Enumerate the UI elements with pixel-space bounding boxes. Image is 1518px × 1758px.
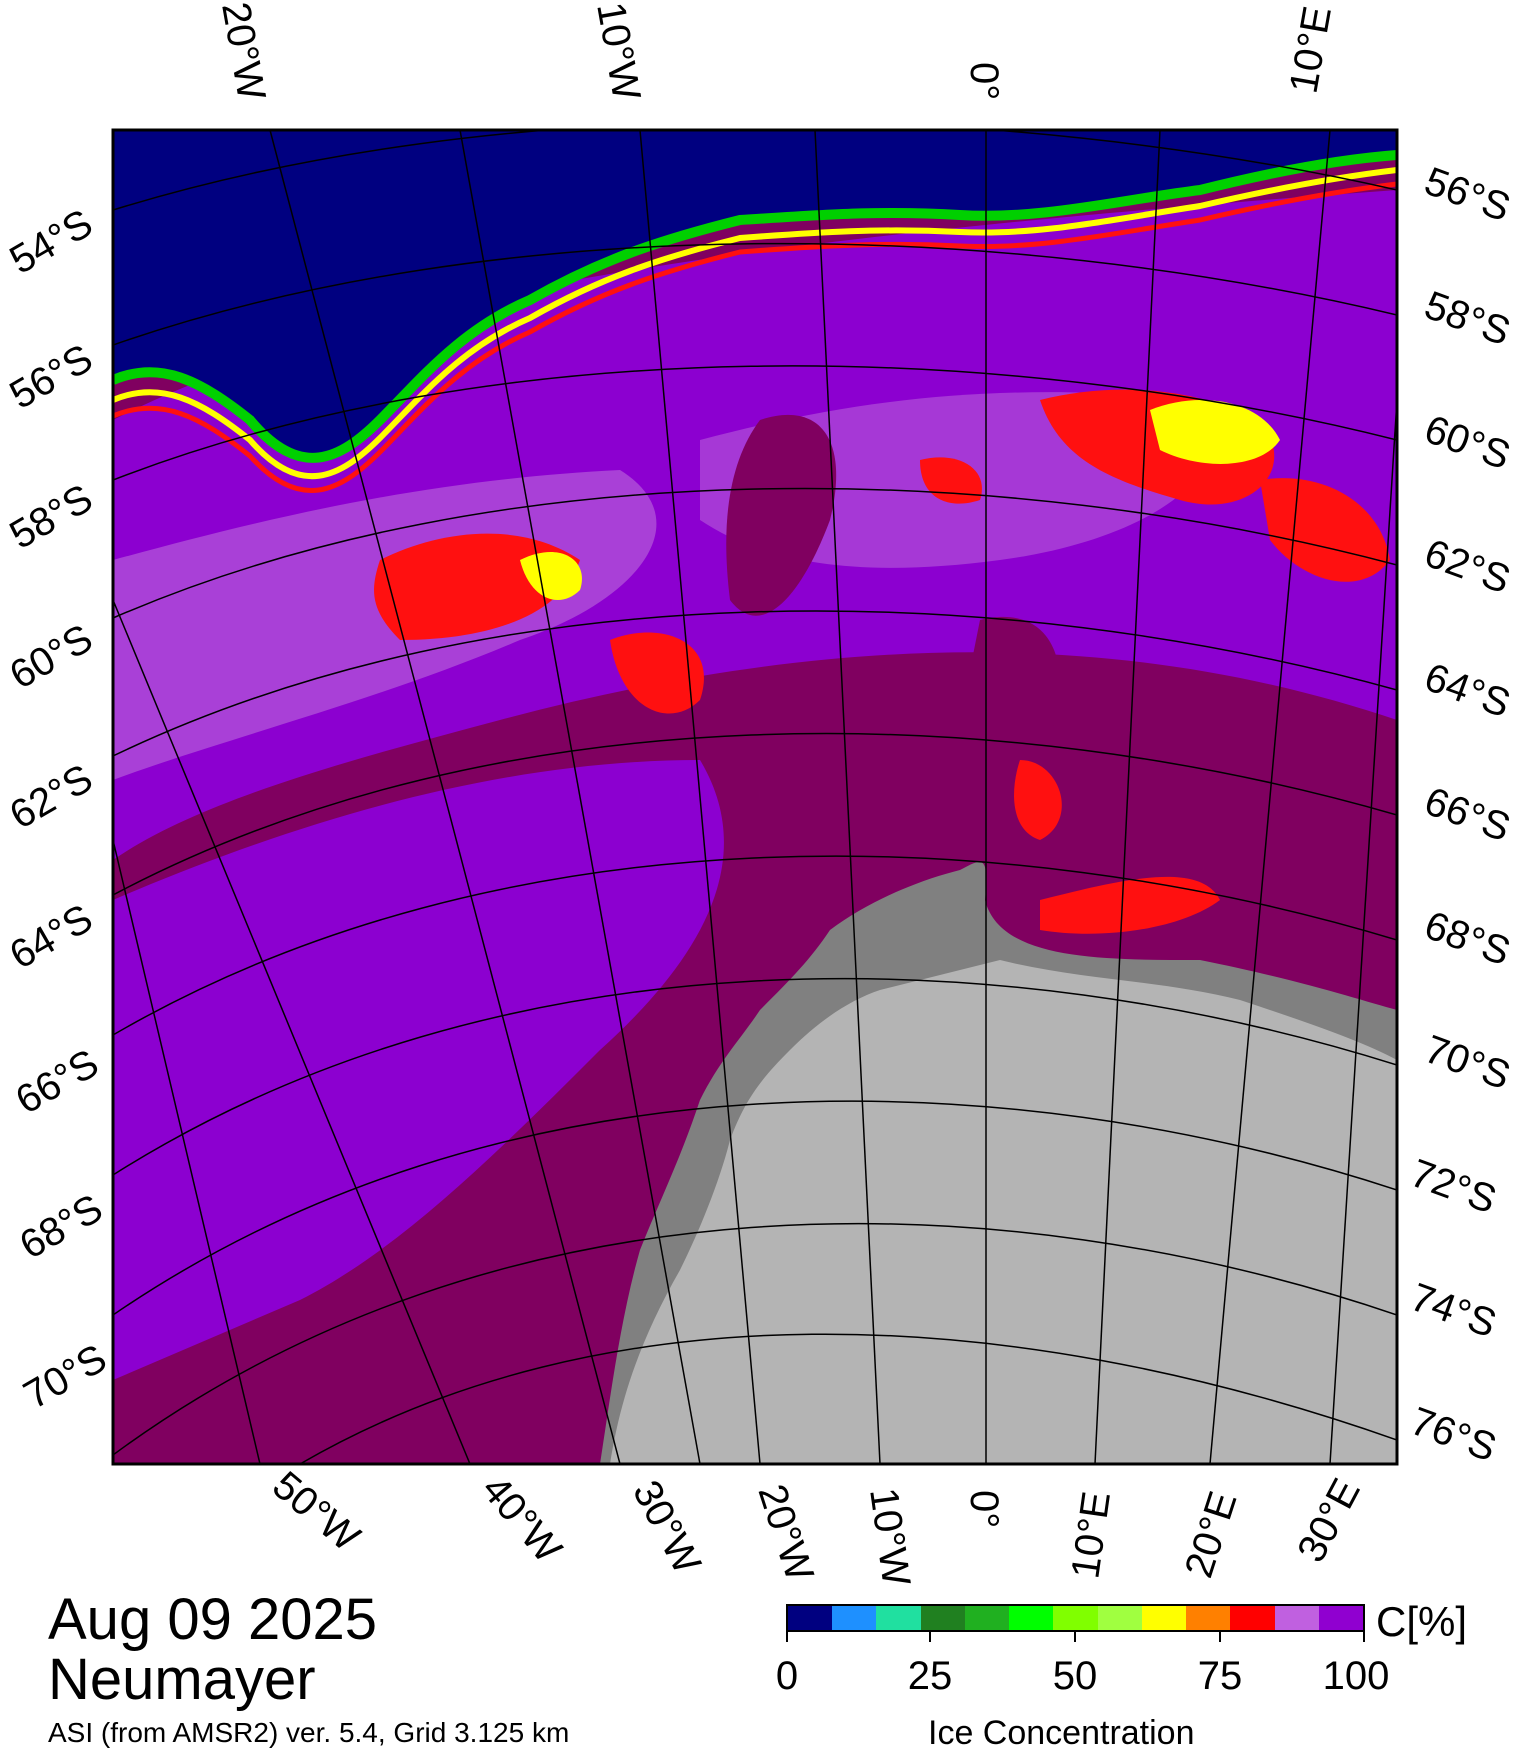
- colorbar-segment: [876, 1606, 921, 1630]
- left-lat-label: 68°S: [13, 1186, 110, 1268]
- ice-edge-red: [113, 181, 1397, 494]
- latitude-graticule: [113, 130, 1397, 1464]
- colorbar-tick: [786, 1632, 788, 1642]
- colorbar-tick-label: 100: [1322, 1654, 1390, 1698]
- colorbar-tick-label: 25: [907, 1654, 953, 1698]
- longitude-graticule: [113, 130, 1397, 1464]
- left-lat-label: 56°S: [3, 336, 100, 418]
- colorbar-tick: [1363, 1632, 1365, 1642]
- station-name: Neumayer: [48, 1647, 316, 1712]
- right-lat-label: 70°S: [1419, 1027, 1516, 1098]
- top-lon-label: 10°W: [588, 0, 648, 104]
- right-lat-label: 68°S: [1419, 903, 1516, 974]
- bottom-lon-label: 10°W: [861, 1485, 918, 1589]
- colorbar-segment: [1274, 1606, 1319, 1630]
- ice-edge-green: [113, 150, 1397, 463]
- left-lat-label: 60°S: [3, 616, 100, 698]
- right-lat-label: 72°S: [1405, 1151, 1502, 1222]
- map-frame: [111, 128, 1399, 1466]
- colorbar-unit: C[%]: [1376, 1598, 1468, 1645]
- colorbar-segment: [788, 1606, 833, 1630]
- colorbar-tick: [929, 1632, 931, 1642]
- ice-red-feature-2: [1260, 478, 1390, 582]
- top-lon-label: 10°E: [1282, 3, 1340, 96]
- colorbar-tick-label: 0: [775, 1654, 799, 1698]
- bottom-lon-label: 30°E: [1289, 1472, 1369, 1570]
- colorbar-tick: [1074, 1632, 1076, 1642]
- colorbar-segment: [1009, 1606, 1054, 1630]
- left-lat-label: 58°S: [3, 476, 100, 558]
- left-lat-label: 62°S: [3, 756, 100, 838]
- colorbar-tick-label: 50: [1052, 1654, 1098, 1698]
- colorbar-segment: [1097, 1606, 1142, 1630]
- left-lat-label: 64°S: [3, 896, 100, 978]
- right-lat-label: 64°S: [1419, 655, 1516, 726]
- left-lat-label: 66°S: [9, 1041, 106, 1123]
- colorbar-segment: [1318, 1606, 1364, 1630]
- bottom-lon-label: 0°: [962, 1490, 1006, 1528]
- bottom-lon-label: 40°W: [473, 1468, 570, 1572]
- colorbar-segment: [1186, 1606, 1231, 1630]
- bottom-lon-label: 20°E: [1177, 1486, 1246, 1583]
- top-lon-label: 0°: [962, 62, 1006, 100]
- colorbar-segment: [964, 1606, 1010, 1630]
- right-lat-label: 56°S: [1419, 159, 1516, 230]
- data-source: ASI (from AMSR2) ver. 5.4, Grid 3.125 km: [48, 1717, 570, 1748]
- ice-edge-yellow: [113, 167, 1397, 480]
- top-lon-label: 20°W: [213, 0, 273, 104]
- right-lat-label: 58°S: [1419, 283, 1516, 354]
- colorbar-tick: [1219, 1632, 1221, 1642]
- colorbar-segment: [920, 1606, 965, 1630]
- bottom-lon-label: 20°W: [749, 1479, 821, 1586]
- right-lat-label: 60°S: [1419, 407, 1516, 478]
- colorbar-title: Ice Concentration: [928, 1714, 1195, 1752]
- right-lat-label: 62°S: [1419, 531, 1516, 602]
- ice-yellow-feature: [1150, 400, 1280, 464]
- colorbar-tick-label: 75: [1197, 1654, 1243, 1698]
- colorbar-segment: [1230, 1606, 1275, 1630]
- right-lat-label: 74°S: [1405, 1275, 1502, 1346]
- colorbar-segment: [832, 1606, 877, 1630]
- open-ocean: [113, 130, 1397, 458]
- colorbar: [786, 1604, 1365, 1632]
- ice-purple-band-2: [113, 760, 724, 1380]
- colorbar-segment: [1053, 1606, 1098, 1630]
- map-date: Aug 09 2025: [48, 1587, 377, 1652]
- ice-red-feature-5: [1014, 760, 1062, 840]
- ice-dense-patch-2: [726, 414, 837, 616]
- bottom-lon-label: 50°W: [264, 1463, 368, 1560]
- left-lat-label: 70°S: [17, 1336, 114, 1418]
- ice-red-feature-6: [1040, 876, 1220, 934]
- antarctic-land: [610, 960, 1397, 1464]
- colorbar-segment: [1141, 1606, 1187, 1630]
- ice-dense-patch: [955, 616, 1060, 793]
- bottom-lon-label: 30°W: [624, 1474, 709, 1582]
- bottom-lon-label: 10°E: [1063, 1489, 1119, 1581]
- ice-yellow-feature-2: [520, 551, 582, 600]
- right-lat-label: 76°S: [1405, 1399, 1502, 1470]
- right-lat-label: 66°S: [1419, 779, 1516, 850]
- left-lat-label: 54°S: [3, 201, 100, 283]
- ice-red-feature-4: [610, 632, 704, 714]
- title-block: Aug 09 2025 Neumayer ASI (from AMSR2) ve…: [48, 1590, 569, 1750]
